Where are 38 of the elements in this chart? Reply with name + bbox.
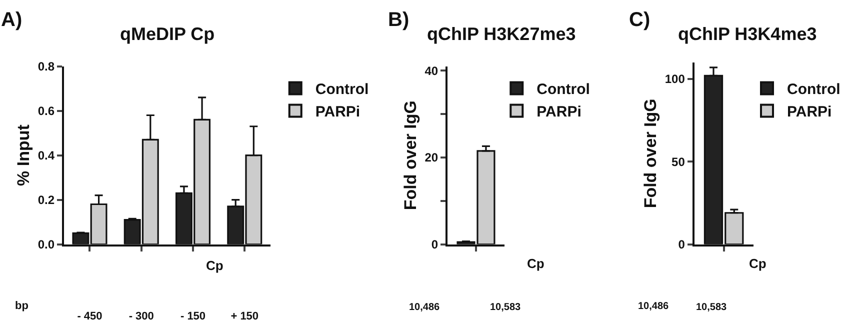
- x-tick-label: + 150: [230, 310, 259, 322]
- x-tick-label: - 450: [77, 310, 102, 322]
- legend-label: Control: [787, 81, 840, 98]
- legend-label: PARPi: [315, 104, 360, 121]
- y-tick-label: 0.2: [38, 192, 55, 207]
- x-tick-label: - 300: [128, 310, 154, 322]
- legend-label: Control: [315, 81, 369, 98]
- y-axis-title: Fold over IgG: [400, 100, 420, 210]
- text: Cp: [527, 256, 544, 271]
- y-tick-label: 0.8: [38, 60, 55, 74]
- chart-title: qMeDIP Cp: [120, 24, 215, 44]
- text: 10,486: [638, 301, 670, 312]
- y-axis-title: % Input: [14, 124, 33, 186]
- x-tick-label: - 150: [180, 310, 206, 322]
- text: C): [629, 9, 650, 31]
- legend-label: Control: [536, 81, 590, 98]
- y-tick-label: 0.6: [38, 104, 55, 118]
- text: B): [388, 9, 410, 31]
- y-tick-label: 40: [424, 64, 438, 78]
- y-tick-label: 0: [678, 237, 686, 252]
- legend-label: PARPi: [787, 104, 832, 121]
- chart-title: qChIP H3K27me3: [427, 24, 576, 44]
- y-tick-label: 50: [672, 154, 686, 169]
- text: 10,583: [490, 302, 522, 313]
- text: Cp: [749, 256, 766, 271]
- y-tick-label: 0.0: [38, 237, 55, 252]
- y-axis-title: Fold over IgG: [640, 98, 660, 208]
- chart-title: qChIP H3K4me3: [678, 24, 817, 44]
- text: 10,583: [696, 302, 728, 313]
- text: 10,486: [409, 302, 440, 313]
- y-tick-label: 0.4: [38, 148, 55, 162]
- y-tick-label: 0: [431, 237, 438, 252]
- text: Cp: [206, 258, 224, 273]
- text: bp: [15, 300, 29, 312]
- y-tick-label: 20: [424, 150, 438, 165]
- legend-label: PARPi: [536, 104, 582, 121]
- text: A): [1, 9, 22, 31]
- y-tick-label: 100: [664, 72, 686, 86]
